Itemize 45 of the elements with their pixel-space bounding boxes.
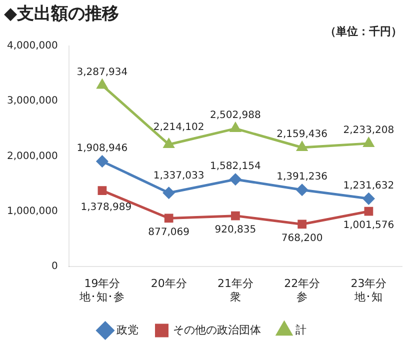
x-tick-label: 20年分 <box>150 277 187 290</box>
point <box>296 184 308 196</box>
text: （単位：千円） <box>325 24 402 39</box>
data-label: 1,231,632 <box>343 180 394 192</box>
point <box>163 187 175 199</box>
legend-label: 政党 <box>116 323 138 336</box>
x-tick-label: 22年分参 <box>284 277 320 304</box>
point <box>231 211 240 220</box>
data-label: 920,835 <box>214 224 256 236</box>
point <box>296 142 308 152</box>
chart-title: ◆支出額の推移 <box>4 3 120 25</box>
data-label: 877,069 <box>148 226 190 238</box>
y-tick-label: 1,000,000 <box>6 206 58 218</box>
y-tick-label: 0 <box>52 261 58 272</box>
data-label: 2,502,988 <box>210 110 261 122</box>
point <box>164 138 174 148</box>
point <box>230 122 241 132</box>
legend-label: その他の政治団体 <box>172 323 261 336</box>
y-tick-label: 2,000,000 <box>6 150 58 162</box>
data-label: 2,159,436 <box>276 129 328 140</box>
point <box>97 80 108 89</box>
point <box>230 174 242 186</box>
data-label: 1,582,154 <box>210 160 261 172</box>
point <box>298 220 306 229</box>
point <box>364 206 374 216</box>
data-label: 1,908,946 <box>76 142 128 154</box>
point <box>164 214 174 223</box>
point <box>96 156 108 168</box>
y-tick-label: 3,000,000 <box>6 96 58 107</box>
point <box>98 186 107 195</box>
data-label: 2,214,102 <box>153 122 204 134</box>
y-tick-label: 4,000,000 <box>6 40 58 52</box>
x-tick-label: 19年分地･知･参 <box>78 277 125 304</box>
data-label: 1,378,989 <box>80 202 132 214</box>
data-label: 2,233,208 <box>343 125 394 136</box>
data-label: 1,337,033 <box>153 170 204 182</box>
x-tick-label: 21年分衆 <box>217 277 254 304</box>
x-tick-label: 23年分地･知 <box>350 277 387 304</box>
data-label: 1,391,236 <box>276 171 328 182</box>
point <box>362 192 374 204</box>
data-label: 1,001,576 <box>343 220 394 231</box>
data-label: 3,287,934 <box>76 66 128 78</box>
legend-label: 計 <box>295 323 306 336</box>
data-label: 768,200 <box>281 232 323 244</box>
point <box>364 138 374 147</box>
